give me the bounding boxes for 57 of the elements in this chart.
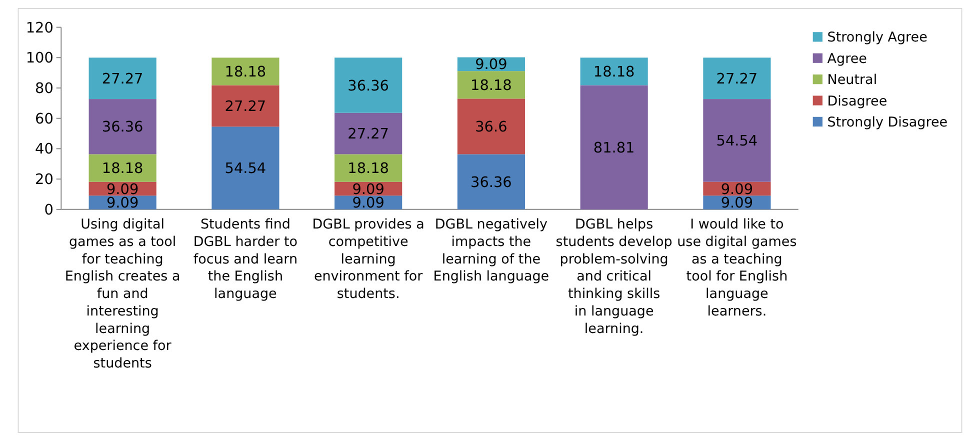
data-label: 36.36 bbox=[102, 120, 144, 136]
bar bbox=[334, 112, 402, 154]
bar bbox=[334, 154, 402, 182]
data-label: 9.09 bbox=[720, 182, 754, 198]
data-label: 27.27 bbox=[348, 126, 389, 143]
y-tick-label: 20 bbox=[35, 172, 54, 188]
bar bbox=[212, 58, 280, 86]
bar bbox=[703, 58, 771, 100]
legend-label: Agree bbox=[827, 50, 867, 67]
data-label: 18.18 bbox=[102, 161, 144, 178]
x-tick-label: DGBL provides a competitive learning environment for students. bbox=[312, 216, 424, 302]
data-label: 9.09 bbox=[352, 196, 384, 212]
x-tick-label: Students find DGBL harder to focus and learn the English language bbox=[193, 216, 298, 302]
data-label: 54.54 bbox=[224, 161, 266, 178]
bar bbox=[457, 98, 525, 154]
data-label: 54.54 bbox=[716, 133, 758, 150]
data-label: 27.27 bbox=[716, 71, 758, 88]
bar bbox=[334, 58, 402, 113]
y-tick-label: 100 bbox=[26, 50, 54, 67]
bar bbox=[580, 58, 648, 86]
y-tick-label: 40 bbox=[35, 142, 54, 158]
y-tick-label: 80 bbox=[35, 81, 54, 98]
y-tick-label: 120 bbox=[26, 20, 54, 36]
bar bbox=[703, 99, 771, 182]
data-label: 27.27 bbox=[224, 98, 266, 115]
bar bbox=[457, 154, 525, 210]
data-label: 18.18 bbox=[224, 64, 266, 81]
y-tick-label: 60 bbox=[35, 111, 54, 128]
data-label: 18.18 bbox=[470, 78, 512, 94]
data-label: 27.27 bbox=[102, 71, 144, 88]
bar bbox=[580, 85, 648, 210]
y-tick-label: 0 bbox=[44, 202, 54, 218]
data-label: 36.36 bbox=[348, 78, 389, 94]
legend-label: Disagree bbox=[827, 93, 888, 110]
data-label: 36.36 bbox=[470, 174, 512, 191]
legend-label: Neutral bbox=[827, 72, 878, 88]
data-label: 9.09 bbox=[720, 196, 754, 212]
bar bbox=[88, 154, 156, 182]
x-tick-label: DGBL helps students develop problem-solving and critical thinking skills in language learning. bbox=[556, 216, 672, 337]
bar bbox=[212, 126, 280, 210]
bar bbox=[212, 85, 280, 127]
x-tick-label: I would like to use digital games as a teaching tool for English language learners. bbox=[677, 216, 797, 320]
data-label: 9.09 bbox=[352, 182, 384, 198]
legend-label: Strongly Agree bbox=[827, 30, 928, 46]
data-label: 9.09 bbox=[475, 57, 508, 74]
data-label: 18.18 bbox=[593, 64, 635, 81]
data-label: 81.81 bbox=[593, 140, 635, 156]
bar bbox=[88, 99, 156, 154]
data-label: 36.6 bbox=[475, 120, 508, 136]
data-label: 9.09 bbox=[106, 182, 139, 198]
category-label: Using digital games as a tool for teaching English creates a fun and interesting learning experience for students bbox=[64, 216, 180, 372]
legend-label: Strongly Disagree bbox=[827, 114, 948, 130]
data-label: 18.18 bbox=[348, 161, 389, 178]
x-tick-label: DGBL negatively impacts the learning of the English language bbox=[433, 216, 550, 285]
bar bbox=[457, 71, 525, 99]
bar bbox=[88, 58, 156, 100]
data-label: 9.09 bbox=[106, 196, 139, 212]
